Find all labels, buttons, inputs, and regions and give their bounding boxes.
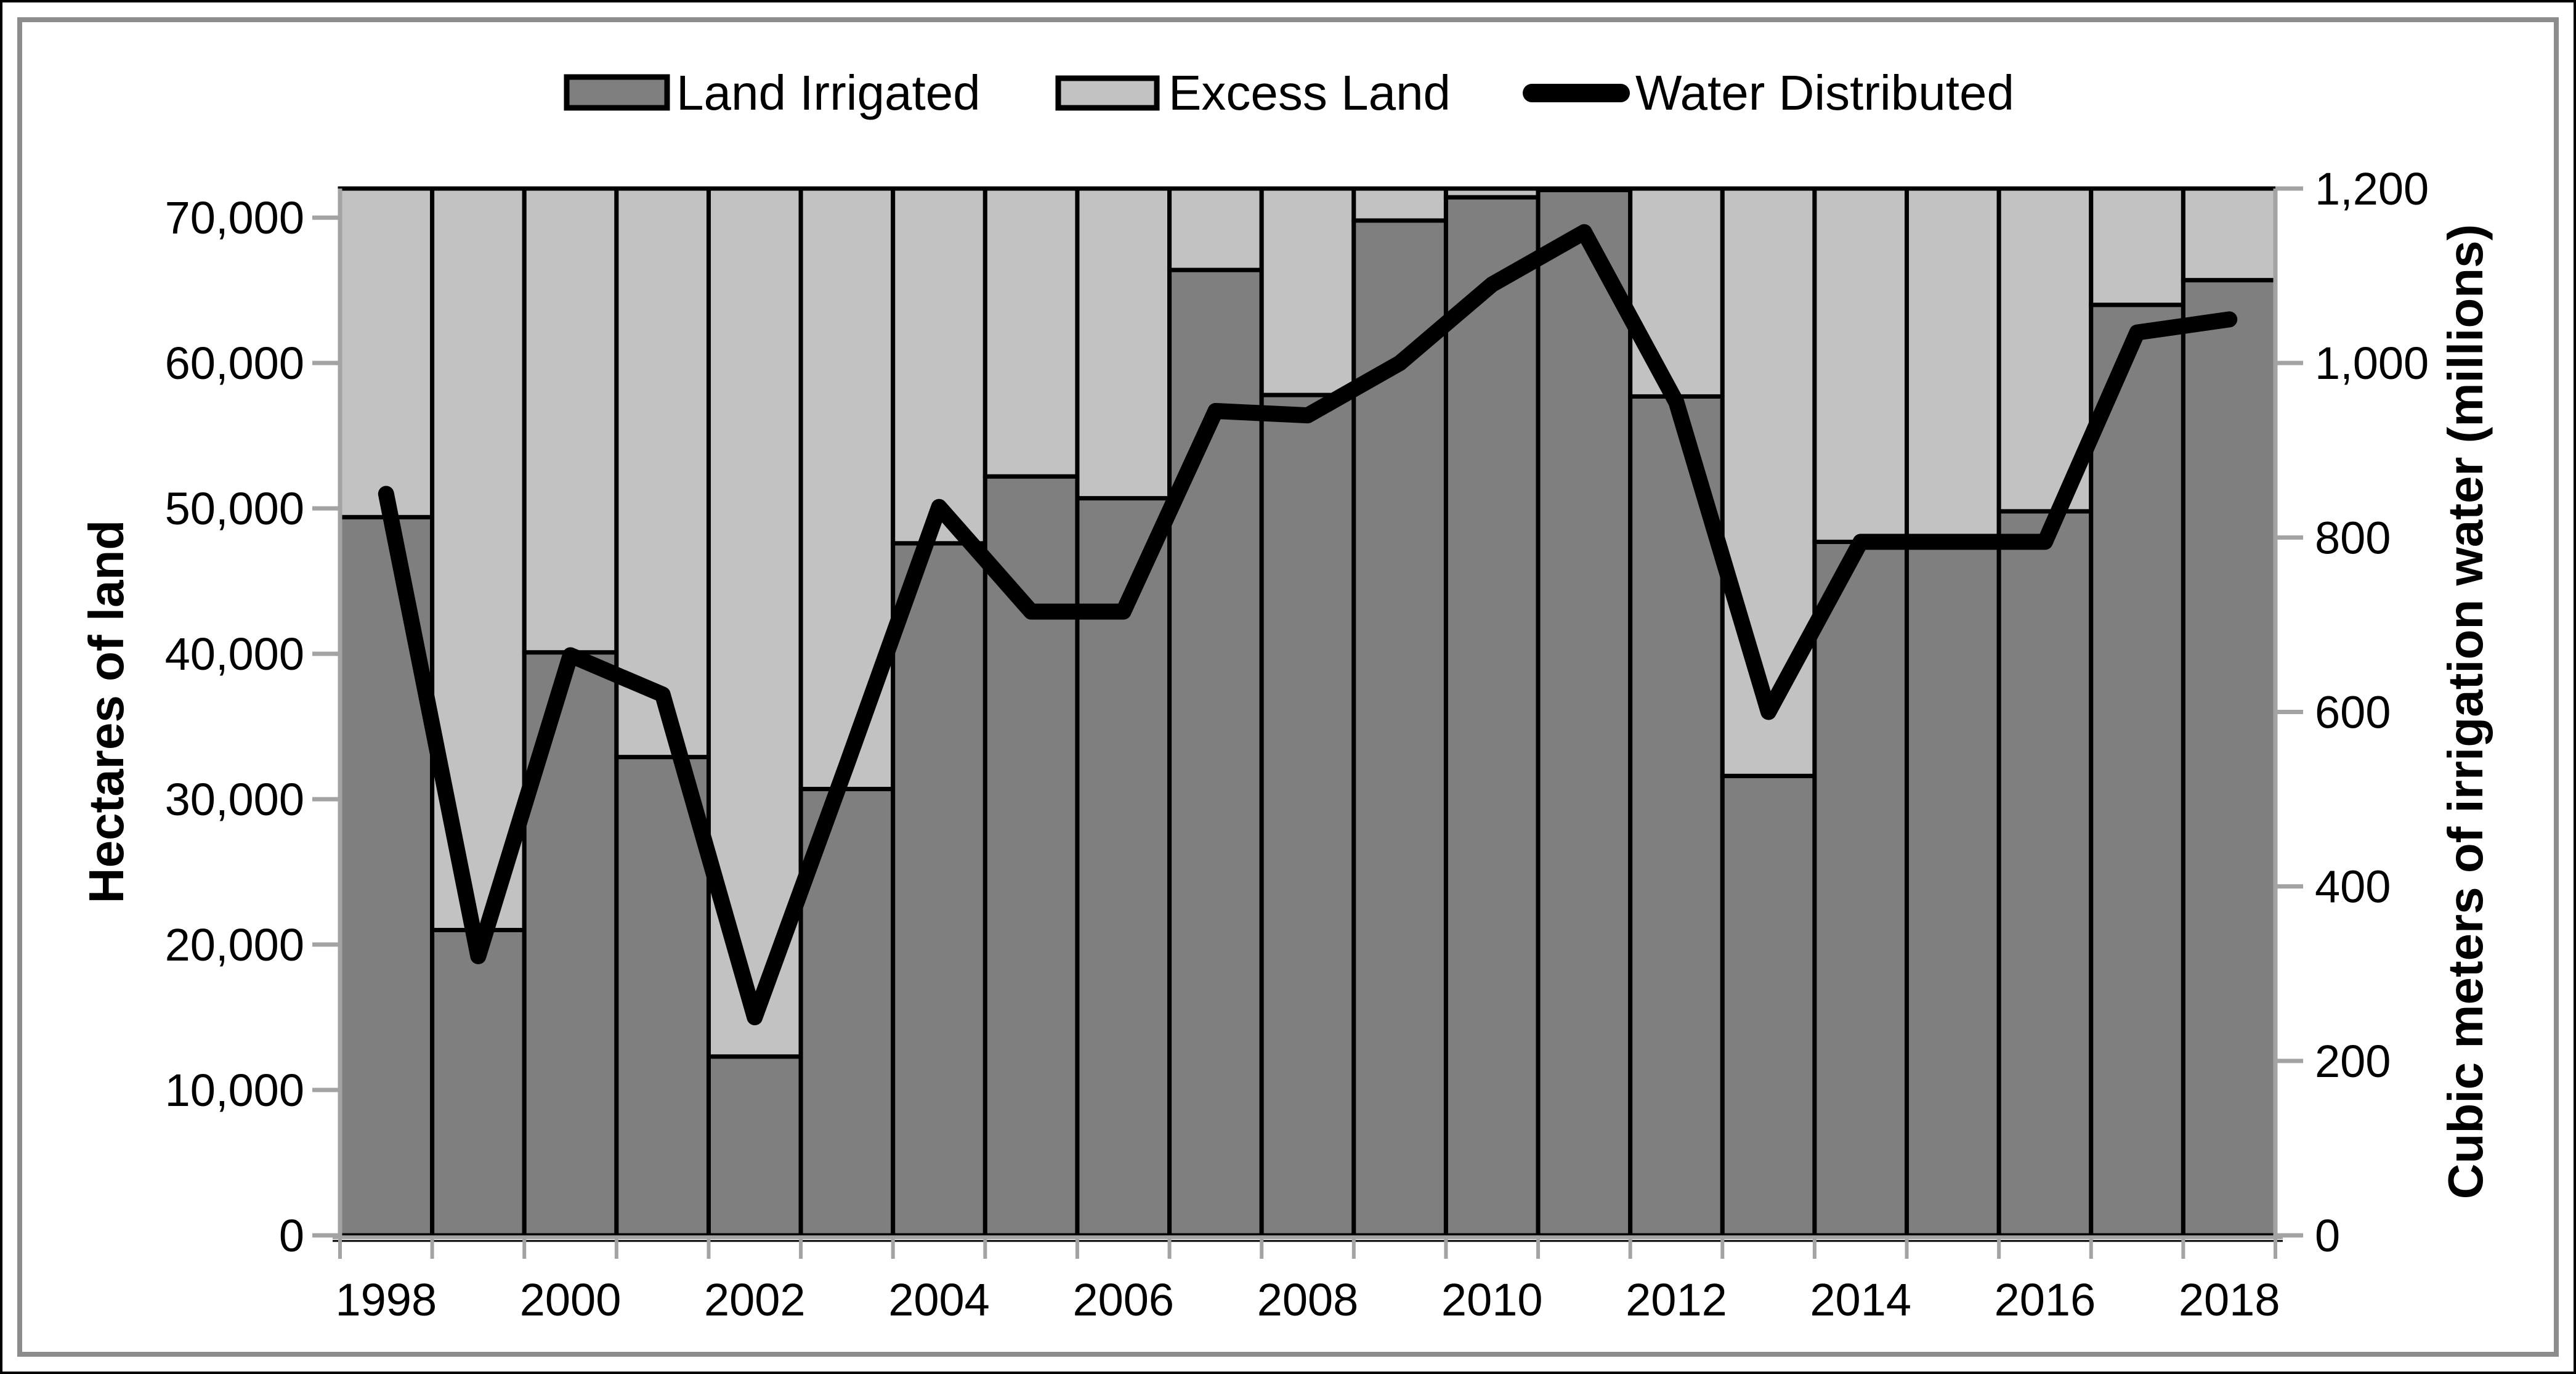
bar-excess-land-2012 — [1628, 186, 1725, 399]
bar-land-irrigated-2002 — [706, 1054, 803, 1238]
right-axis-tick-label: 600 — [2315, 687, 2391, 738]
left-axis-title: Hectares of land — [79, 520, 134, 903]
legend — [564, 74, 1630, 111]
bar-land-irrigated-2007 — [1167, 267, 1264, 1238]
right-axis-title: Cubic meters of irrigation water (millio… — [2438, 224, 2493, 1199]
bars-group — [338, 186, 2278, 1238]
x-axis-tick-label: 2012 — [1626, 1274, 1727, 1325]
left-axis-tick-label: 50,000 — [165, 483, 304, 534]
right-axis-tick-label: 200 — [2315, 1036, 2391, 1087]
x-axis-tick-label: 2004 — [888, 1274, 990, 1325]
legend-label-land-irrigated: Land Irrigated — [676, 65, 981, 120]
bar-excess-land-1998 — [338, 186, 435, 519]
x-axis-tick-label: 2006 — [1072, 1274, 1174, 1325]
legend-swatch-land-irrigated — [564, 74, 670, 111]
x-axis-tick-label: 2014 — [1810, 1274, 1911, 1325]
bar-excess-land-2001 — [614, 186, 711, 760]
bar-land-irrigated-2008 — [1259, 392, 1356, 1238]
right-axis-tick-label: 1,200 — [2315, 163, 2429, 214]
left-axis-tick-label: 10,000 — [165, 1065, 304, 1116]
bar-land-irrigated-2005 — [982, 474, 1080, 1238]
x-axis-tick-label: 2002 — [704, 1274, 806, 1325]
bar-excess-land-2009 — [1351, 186, 1448, 223]
bar-land-irrigated-2006 — [1075, 496, 1172, 1238]
legend-swatch-excess-land — [1055, 75, 1160, 111]
bar-land-irrigated-2011 — [1536, 187, 1633, 1238]
bar-excess-land-2011 — [1536, 186, 1633, 192]
water-distributed-line — [378, 224, 2238, 1026]
bar-land-irrigated-2016 — [1996, 509, 2094, 1238]
left-axis-tick-label: 30,000 — [165, 774, 304, 825]
bar-excess-land-2000 — [522, 186, 619, 655]
bar-excess-land-2004 — [891, 186, 987, 546]
bar-land-irrigated-2014 — [1812, 539, 1910, 1238]
x-axis-tick-label: 2016 — [1995, 1274, 2096, 1325]
x-axis-tick-label: 2010 — [1441, 1274, 1543, 1325]
left-axis-tick-label: 40,000 — [165, 628, 304, 680]
right-axis-tick-label: 1,000 — [2315, 338, 2429, 389]
x-axis-tick-label: 2000 — [520, 1274, 622, 1325]
bar-excess-land-2010 — [1443, 186, 1541, 200]
figure-inner-border — [17, 17, 2559, 1357]
x-axis-tick-label: 1998 — [335, 1274, 437, 1325]
left-axis-tick-label: 0 — [279, 1210, 304, 1261]
bar-excess-land-2007 — [1167, 186, 1264, 272]
x-axis-tick-label: 2018 — [2179, 1274, 2280, 1325]
bar-excess-land-2003 — [798, 186, 896, 792]
bar-excess-land-2005 — [982, 186, 1080, 479]
left-axis-tick-label: 20,000 — [165, 919, 304, 970]
bar-excess-land-2018 — [2181, 186, 2278, 283]
bar-excess-land-2013 — [1720, 186, 1817, 778]
bar-excess-land-2008 — [1259, 186, 1356, 397]
right-axis-tick-label: 400 — [2315, 861, 2391, 913]
bar-land-irrigated-2012 — [1628, 394, 1725, 1238]
left-axis-tick-label: 70,000 — [165, 192, 304, 243]
bar-excess-land-2014 — [1812, 186, 1910, 544]
left-axis-tick-label: 60,000 — [165, 338, 304, 389]
bar-land-irrigated-1999 — [430, 927, 527, 1238]
legend-label-excess-land: Excess Land — [1169, 65, 1451, 120]
bar-excess-land-2006 — [1075, 186, 1172, 501]
right-axis-tick-label: 0 — [2315, 1210, 2340, 1261]
bar-excess-land-2015 — [1905, 186, 2001, 543]
bar-land-irrigated-2013 — [1720, 773, 1817, 1238]
bar-land-irrigated-2015 — [1905, 538, 2001, 1238]
legend-label-water-distributed: Water Distributed — [1635, 65, 2014, 120]
bar-land-irrigated-2010 — [1443, 195, 1541, 1238]
bar-land-irrigated-2017 — [2089, 303, 2185, 1238]
bar-land-irrigated-2018 — [2181, 278, 2278, 1238]
bar-excess-land-2017 — [2089, 186, 2185, 307]
bar-land-irrigated-2004 — [891, 541, 987, 1238]
right-axis-tick-label: 800 — [2315, 512, 2391, 563]
x-axis-tick-label: 2008 — [1257, 1274, 1359, 1325]
